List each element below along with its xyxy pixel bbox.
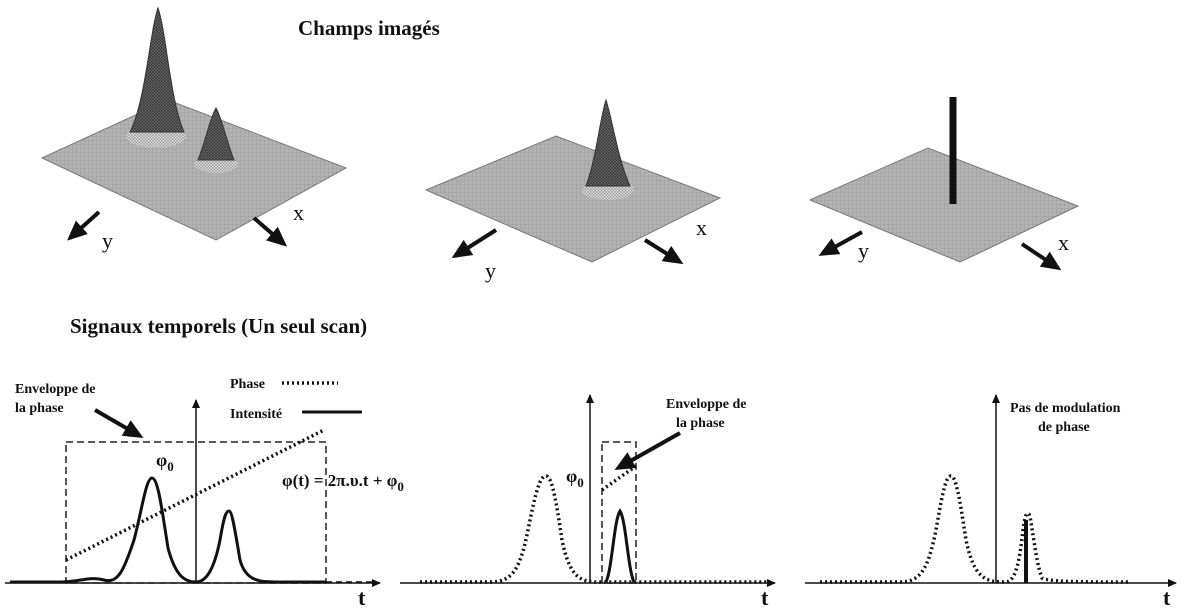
t-label: t (358, 585, 366, 609)
top-title: Champs imagés (298, 16, 440, 40)
x-label: x (293, 200, 304, 225)
intensity-curve (10, 476, 326, 584)
x-axis-arrow (1020, 242, 1062, 271)
phi0-label: φ0 (156, 450, 174, 474)
surface-plane (808, 147, 1080, 263)
envelope-label-line1: Enveloppe de (666, 397, 747, 412)
legend-intensity-label: Intensité (230, 407, 282, 422)
y-label: y (858, 238, 869, 263)
envelope-pointer (614, 431, 681, 470)
t-label: t (761, 585, 769, 609)
envelope-label-line2: la phase (676, 416, 725, 431)
intensity-curve-dotted (420, 474, 770, 584)
envelope-label-line1: Enveloppe de (15, 382, 96, 397)
y-label: y (102, 228, 113, 253)
intensity-curve-dotted (820, 474, 1131, 584)
signal-panel-1: t Enveloppe de la phase Phase Intensité … (5, 377, 404, 609)
surface-panel-2: y x (424, 98, 722, 283)
intensity-curve (604, 508, 636, 583)
peak-large (129, 6, 185, 133)
peak-small (197, 107, 235, 161)
signal-panel-2: t Enveloppe de la phase φ0 (400, 394, 776, 609)
x-label: x (696, 215, 707, 240)
surface-panel-1: y x (40, 6, 348, 253)
x-axis-arrow (643, 238, 684, 265)
phase-ramp (65, 428, 325, 562)
bottom-title: Signaux temporels (Un seul scan) (70, 314, 367, 338)
y-axis-arrow (451, 228, 498, 259)
surface-plane (40, 99, 348, 241)
legend-phase-label: Phase (230, 377, 265, 392)
surface-panel-3: y x (808, 97, 1080, 271)
y-axis-arrow (67, 210, 101, 241)
phase-ramp (600, 464, 638, 492)
peak (585, 98, 631, 187)
step-label-line1: Pas de modulation (1010, 401, 1121, 416)
t-label: t (1163, 585, 1171, 609)
x-label: x (1058, 230, 1069, 255)
surface-plane (424, 135, 722, 263)
signal-panel-3: t Pas de modulation de phase (805, 394, 1177, 609)
phase-formula: φ(t) = 2π.υ.t + φ0 (282, 471, 404, 494)
step-label-line2: de phase (1038, 420, 1090, 435)
x-axis-arrow (252, 216, 288, 247)
phi0-label: φ0 (566, 466, 584, 490)
envelope-pointer (93, 408, 144, 439)
y-label: y (485, 258, 496, 283)
y-axis-arrow (818, 230, 863, 256)
envelope-label-line2: la phase (15, 401, 64, 416)
phase-envelope (601, 441, 637, 584)
